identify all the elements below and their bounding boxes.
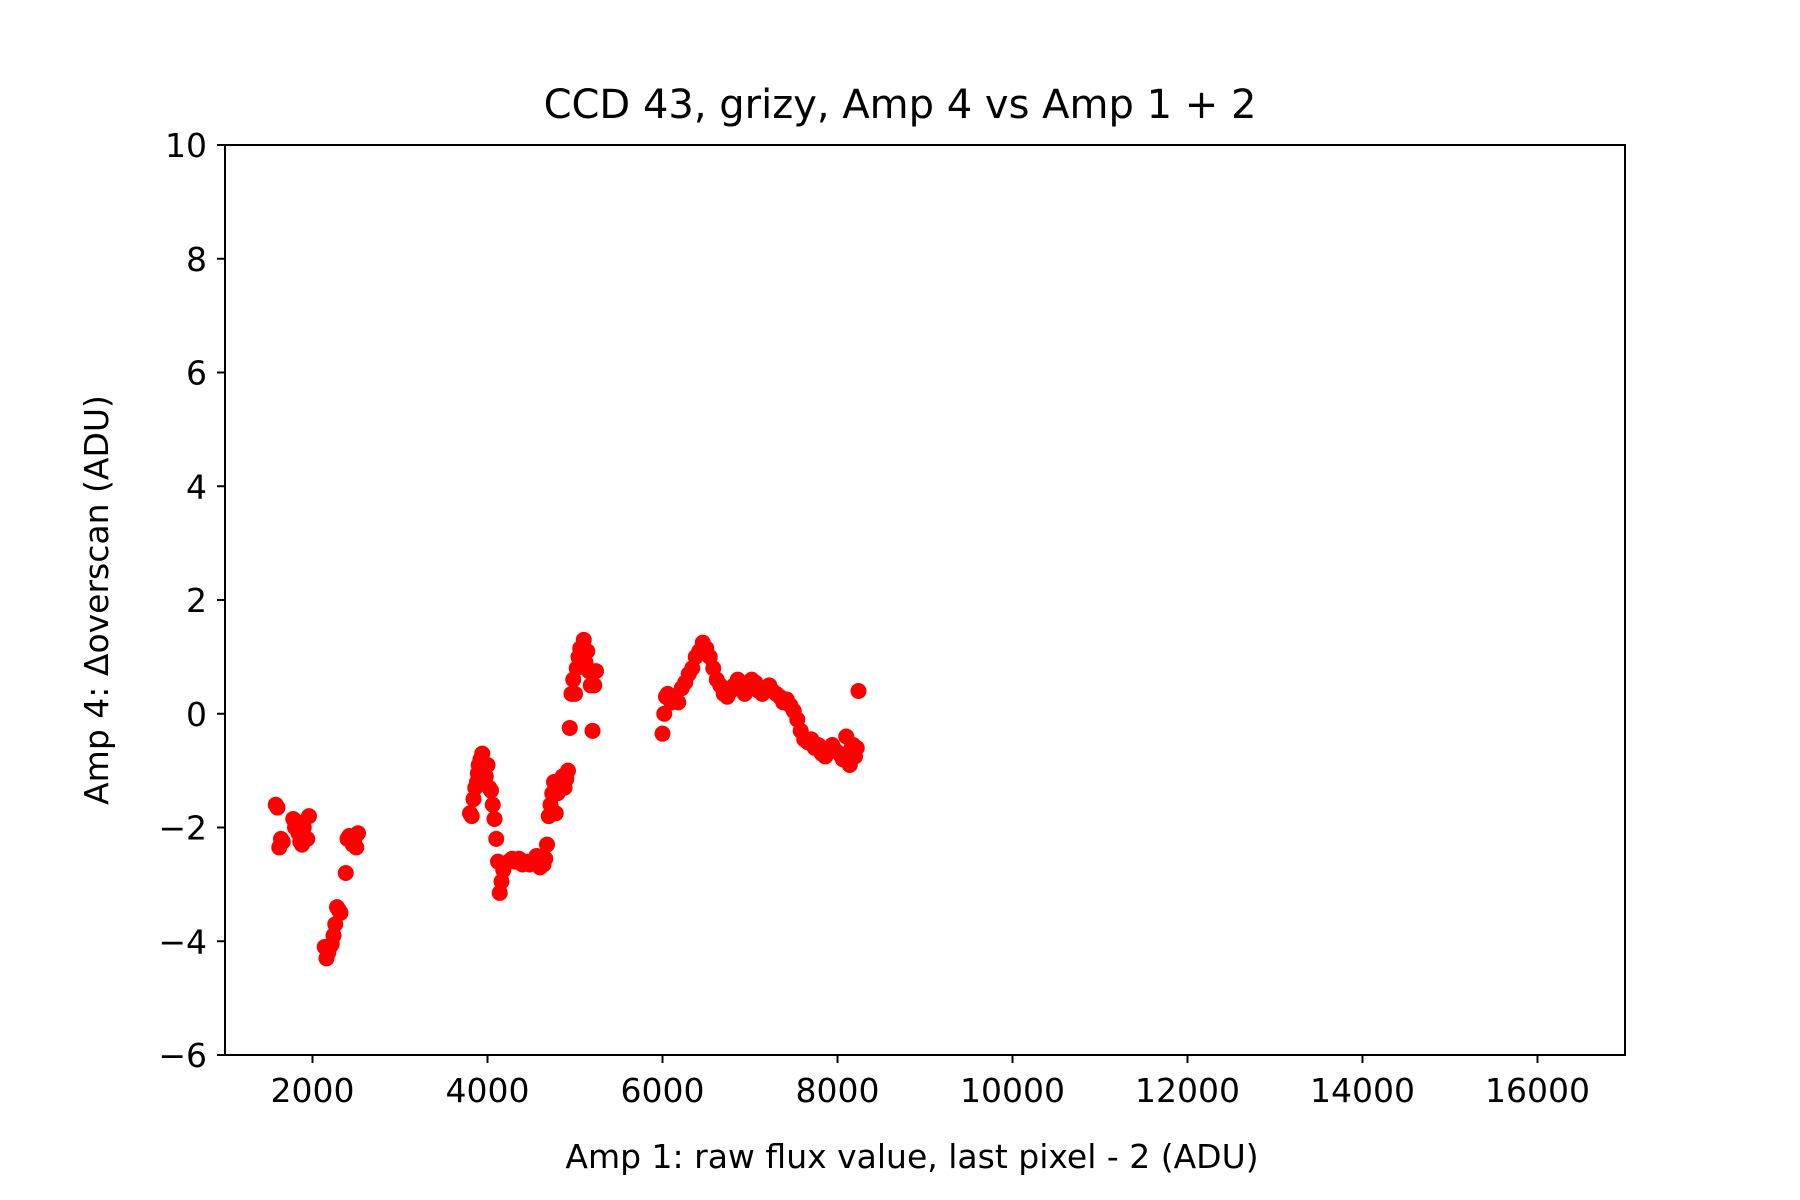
x-tick-label: 16000 bbox=[1485, 1071, 1590, 1110]
y-tick-label: 0 bbox=[186, 695, 207, 734]
data-point bbox=[486, 810, 503, 827]
data-point bbox=[670, 694, 687, 711]
data-point bbox=[463, 808, 480, 825]
data-point bbox=[547, 805, 564, 822]
data-point bbox=[299, 830, 316, 847]
x-tick-label: 2000 bbox=[271, 1071, 355, 1110]
data-point bbox=[350, 825, 366, 842]
y-tick-label: 2 bbox=[186, 581, 207, 620]
y-tick-label: 8 bbox=[186, 240, 207, 279]
data-point bbox=[584, 722, 601, 739]
data-point bbox=[484, 796, 501, 813]
data-point bbox=[537, 850, 554, 867]
y-tick-label: 10 bbox=[165, 126, 207, 165]
data-point bbox=[488, 830, 505, 847]
data-point bbox=[483, 782, 499, 799]
data-point bbox=[579, 643, 596, 660]
y-tick-label: 6 bbox=[186, 354, 207, 393]
data-points bbox=[267, 631, 867, 967]
data-point bbox=[586, 677, 603, 694]
chart-title: CCD 43, grizy, Amp 4 vs Amp 1 + 2 bbox=[544, 82, 1257, 128]
data-point bbox=[848, 739, 865, 756]
y-axis: −6 −4 −2 0 2 4 6 8 10 bbox=[158, 126, 225, 1075]
data-point bbox=[479, 756, 496, 773]
x-tick-label: 12000 bbox=[1135, 1071, 1240, 1110]
plot-frame bbox=[224, 144, 1626, 1056]
x-axis-label: Amp 1: raw flux value, last pixel - 2 (A… bbox=[565, 1137, 1258, 1176]
y-tick-label: −6 bbox=[158, 1036, 207, 1075]
data-point bbox=[654, 725, 671, 742]
data-point bbox=[588, 663, 604, 680]
data-point bbox=[269, 799, 286, 816]
data-point bbox=[337, 865, 354, 881]
data-point bbox=[560, 762, 576, 779]
y-tick-label: 4 bbox=[186, 467, 207, 506]
data-point bbox=[539, 836, 555, 853]
y-tick-label: −2 bbox=[158, 809, 207, 848]
x-tick-label: 14000 bbox=[1310, 1071, 1415, 1110]
data-point bbox=[567, 685, 583, 702]
x-tick-label: 4000 bbox=[446, 1071, 530, 1110]
data-point bbox=[301, 808, 317, 825]
x-tick-label: 6000 bbox=[621, 1071, 705, 1110]
y-tick-label: −4 bbox=[158, 922, 207, 961]
y-axis-label: Amp 4: Δoverscan (ADU) bbox=[77, 395, 116, 805]
data-point bbox=[348, 839, 365, 856]
data-point bbox=[332, 904, 349, 921]
data-point bbox=[850, 683, 867, 699]
data-point bbox=[561, 719, 578, 736]
x-tick-label: 10000 bbox=[960, 1071, 1065, 1110]
x-axis: 2000 4000 6000 8000 10000 12000 14000 16000 bbox=[271, 1055, 1590, 1110]
data-point bbox=[274, 833, 291, 850]
x-tick-label: 8000 bbox=[796, 1071, 880, 1110]
